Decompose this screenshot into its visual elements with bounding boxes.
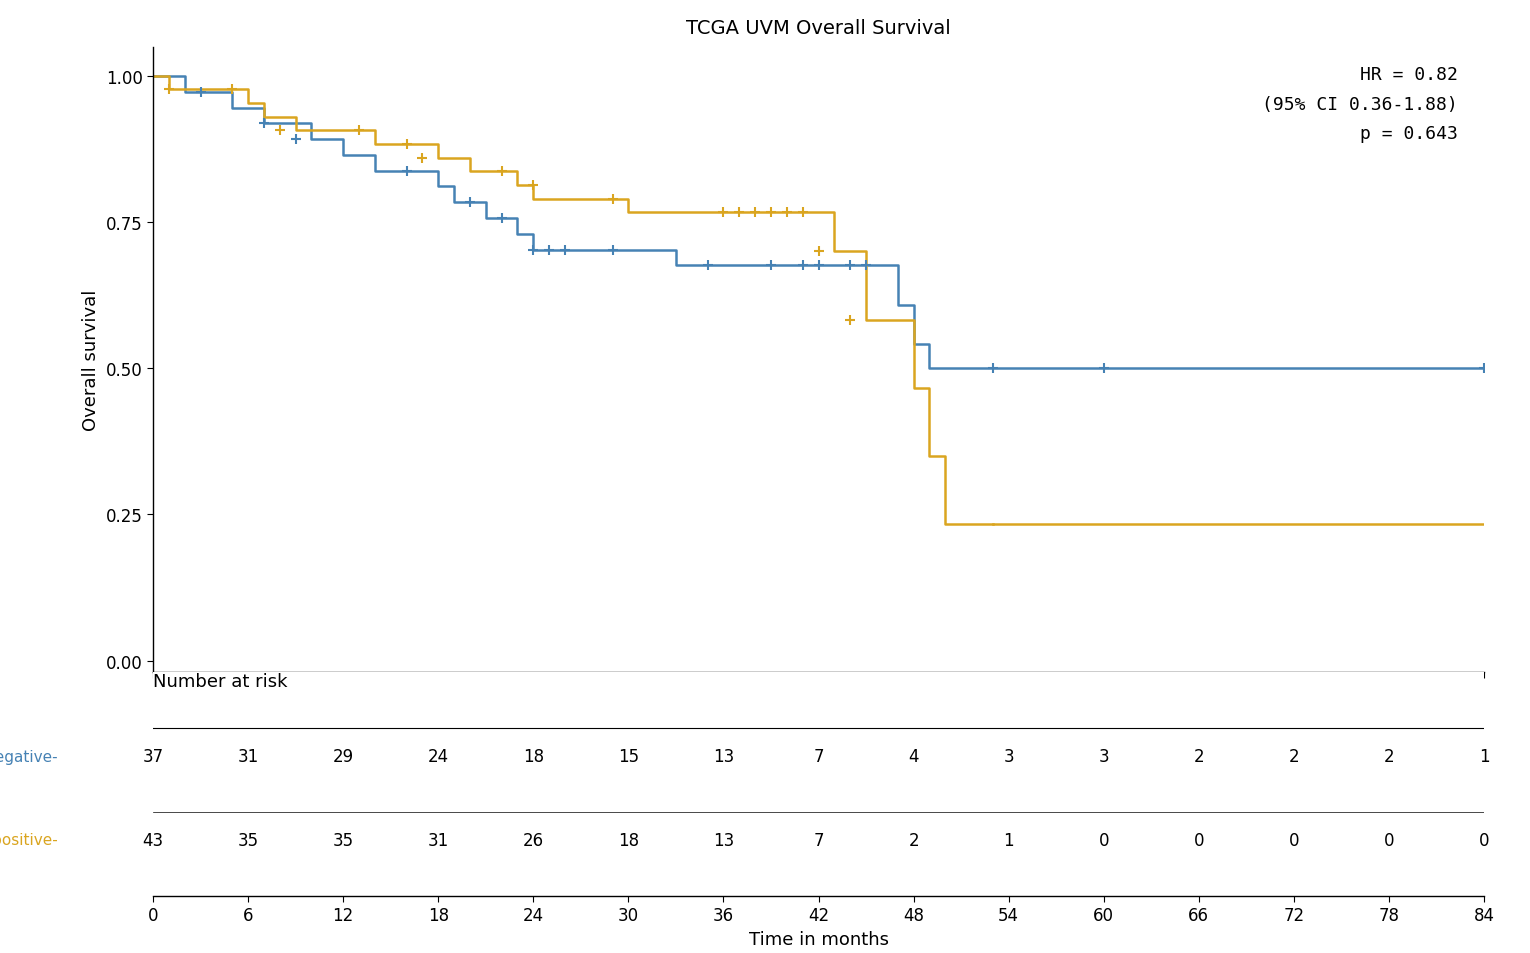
Text: Number at risk: Number at risk [153, 673, 288, 691]
Text: 0: 0 [1480, 831, 1489, 849]
Marker=HLA-A 02:01 positive [159, 85, 177, 96]
Text: 15: 15 [618, 747, 640, 765]
Text: 3: 3 [1099, 747, 1109, 765]
Text: 7: 7 [814, 831, 823, 849]
Y-axis label: Overall survival: Overall survival [83, 290, 99, 431]
Marker=HLA-A 02:01 negative [223, 103, 242, 114]
Text: 24: 24 [428, 747, 448, 765]
Text: 35: 35 [332, 831, 353, 849]
Text: 1: 1 [1480, 747, 1489, 765]
Marker=HLA-A 02:01 positive [508, 180, 526, 192]
Text: 29: 29 [332, 747, 353, 765]
Marker=HLA-A 02:01 positive [366, 139, 384, 151]
Text: 18: 18 [523, 747, 543, 765]
Line: Marker=HLA-A 02:01 positive: Marker=HLA-A 02:01 positive [153, 77, 993, 525]
Marker=HLA-A 02:01 positive [936, 519, 955, 531]
Text: 26: 26 [523, 831, 543, 849]
Marker=HLA-A 02:01 positive [857, 314, 875, 326]
Text: 2: 2 [1383, 747, 1394, 765]
Marker=HLA-A 02:01 negative [334, 150, 352, 161]
Marker=HLA-A 02:01 negative [445, 197, 464, 209]
Text: HR = 0.82
(95% CI 0.36-1.88)
p = 0.643: HR = 0.82 (95% CI 0.36-1.88) p = 0.643 [1262, 67, 1458, 143]
Marker=HLA-A 02:01 positive [239, 98, 257, 110]
Marker=HLA-A 02:01 positive [984, 519, 1002, 531]
Marker=HLA-A 02:01 positive [144, 71, 162, 83]
Marker=HLA-A 02:01 negative [667, 260, 685, 272]
Text: 35: 35 [237, 831, 259, 849]
Text: Marker=HLA-A 02:01 positive-: Marker=HLA-A 02:01 positive- [0, 833, 58, 847]
Text: 13: 13 [713, 747, 734, 765]
Text: 1: 1 [1004, 831, 1014, 849]
Marker=HLA-A 02:01 positive [428, 152, 447, 164]
Marker=HLA-A 02:01 negative [889, 300, 907, 312]
Title: TCGA UVM Overall Survival: TCGA UVM Overall Survival [685, 19, 952, 38]
Marker=HLA-A 02:01 positive [920, 451, 938, 462]
Line: Marker=HLA-A 02:01 negative: Marker=HLA-A 02:01 negative [153, 77, 1484, 369]
Text: Marker=HLA-A 02:01 negative-: Marker=HLA-A 02:01 negative- [0, 749, 58, 763]
Text: 37: 37 [142, 747, 164, 765]
Marker=HLA-A 02:01 positive [525, 193, 543, 205]
Text: 0: 0 [1099, 831, 1109, 849]
Text: 31: 31 [237, 747, 259, 765]
Text: 31: 31 [427, 831, 448, 849]
Marker=HLA-A 02:01 negative [366, 166, 384, 177]
Marker=HLA-A 02:01 negative [920, 363, 938, 375]
Text: 7: 7 [814, 747, 823, 765]
Marker=HLA-A 02:01 positive [825, 247, 843, 258]
Text: 18: 18 [618, 831, 640, 849]
Text: 0: 0 [1288, 831, 1299, 849]
Marker=HLA-A 02:01 negative [525, 245, 543, 256]
Marker=HLA-A 02:01 negative [303, 134, 321, 146]
Marker=HLA-A 02:01 negative [176, 87, 194, 98]
Marker=HLA-A 02:01 positive [952, 519, 970, 531]
Text: 2: 2 [1193, 747, 1204, 765]
Text: 0: 0 [1193, 831, 1204, 849]
Text: 4: 4 [909, 747, 920, 765]
Marker=HLA-A 02:01 negative [1475, 363, 1493, 375]
Text: 43: 43 [142, 831, 164, 849]
Marker=HLA-A 02:01 positive [620, 207, 638, 218]
X-axis label: Time in months: Time in months [748, 930, 889, 947]
Marker=HLA-A 02:01 negative [144, 71, 162, 83]
Marker=HLA-A 02:01 positive [461, 167, 479, 178]
Marker=HLA-A 02:01 negative [1094, 363, 1112, 375]
Text: 0: 0 [1383, 831, 1394, 849]
Marker=HLA-A 02:01 positive [904, 382, 923, 394]
Text: 13: 13 [713, 831, 734, 849]
Marker=HLA-A 02:01 negative [508, 229, 526, 240]
Text: 3: 3 [1004, 747, 1014, 765]
Text: 2: 2 [909, 831, 920, 849]
Marker=HLA-A 02:01 negative [476, 213, 494, 225]
Marker=HLA-A 02:01 positive [286, 126, 304, 137]
Marker=HLA-A 02:01 negative [254, 118, 272, 130]
Marker=HLA-A 02:01 positive [254, 112, 272, 124]
Text: 2: 2 [1288, 747, 1299, 765]
Marker=HLA-A 02:01 negative [904, 339, 923, 351]
Marker=HLA-A 02:01 negative [428, 181, 447, 193]
